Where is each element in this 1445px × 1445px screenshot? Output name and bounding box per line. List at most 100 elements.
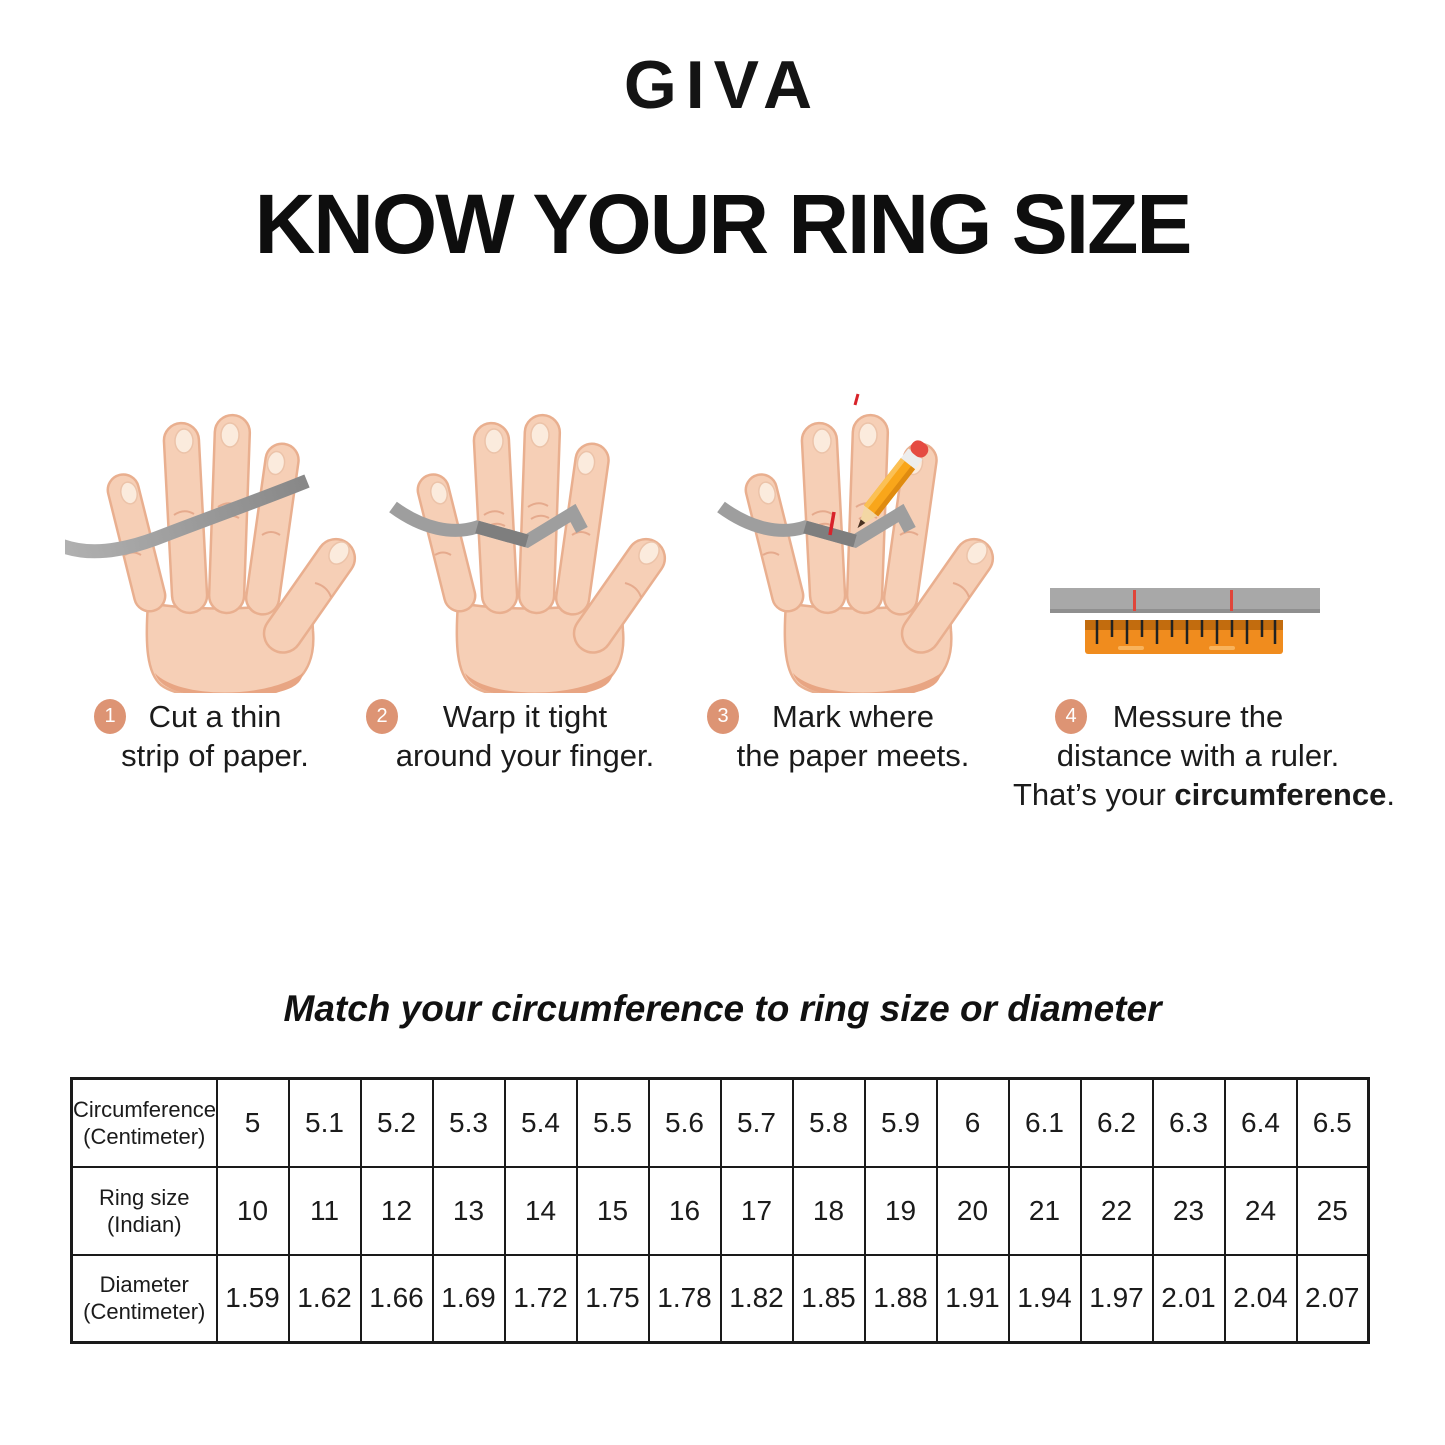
table-cell: 5.2 bbox=[359, 1077, 434, 1168]
hand-icon bbox=[415, 414, 673, 693]
step-2-line-2: around your finger. bbox=[395, 738, 655, 773]
table-cell: 1.82 bbox=[719, 1253, 794, 1344]
table-cell: 6.1 bbox=[1007, 1077, 1082, 1168]
table-cell: 23 bbox=[1151, 1165, 1226, 1256]
table-cell: 13 bbox=[431, 1165, 506, 1256]
table-cell: 19 bbox=[863, 1165, 938, 1256]
table-cell: 5.7 bbox=[719, 1077, 794, 1168]
table-cell: 10 bbox=[215, 1165, 290, 1256]
table-cell: 2.04 bbox=[1223, 1253, 1298, 1344]
step-1-line-2: strip of paper. bbox=[121, 738, 309, 773]
hand-icon bbox=[743, 414, 1001, 693]
table-cell: 5.8 bbox=[791, 1077, 866, 1168]
red-mark bbox=[1133, 590, 1136, 611]
table-cell: 16 bbox=[647, 1165, 722, 1256]
ruler-with-paper-strip-illustration bbox=[1050, 588, 1320, 654]
ruler-icon bbox=[1085, 620, 1283, 654]
row-label-ring-size: Ring size (Indian) bbox=[70, 1165, 218, 1256]
table-row-ring-size: Ring size (Indian) 10 11 12 13 14 15 16 … bbox=[70, 1165, 1370, 1256]
row-label-line-1: Circumference bbox=[73, 1096, 217, 1122]
step-2-line-1: Warp it tight bbox=[442, 699, 608, 734]
row-label-line-1: Ring size bbox=[99, 1184, 190, 1210]
row-label-line-2: (Centimeter) bbox=[83, 1123, 206, 1149]
row-label-line-2: (Centimeter) bbox=[83, 1299, 206, 1325]
ring-size-table: Circumference (Centimeter) 5 5.1 5.2 5.3… bbox=[70, 1077, 1370, 1344]
row-label-line-2: (Indian) bbox=[106, 1211, 182, 1237]
step-3-caption: 3 Mark where the paper meets. bbox=[703, 697, 1003, 775]
step-4-line-2: distance with a ruler. bbox=[1056, 738, 1340, 773]
step-4-badge: 4 bbox=[1055, 699, 1087, 734]
table-cell: 1.62 bbox=[287, 1253, 362, 1344]
step-2-caption: 2 Warp it tight around your finger. bbox=[366, 697, 675, 775]
row-label-circumference: Circumference (Centimeter) bbox=[70, 1077, 218, 1168]
table-cell: 5.6 bbox=[647, 1077, 722, 1168]
step-4-caption: 4 Messure the distance with a ruler. Tha… bbox=[1013, 697, 1395, 814]
brand-logo: GIVA bbox=[623, 47, 822, 123]
step-2-badge: 2 bbox=[366, 699, 398, 734]
step-3-line-2: the paper meets. bbox=[736, 738, 970, 773]
table-cell: 20 bbox=[935, 1165, 1010, 1256]
step-1-line-1: Cut a thin bbox=[148, 699, 282, 734]
table-cell: 1.69 bbox=[431, 1253, 506, 1344]
table-cell: 5 bbox=[215, 1077, 290, 1168]
table-cell: 1.97 bbox=[1079, 1253, 1154, 1344]
table-cell: 6.3 bbox=[1151, 1077, 1226, 1168]
step-4-line-1: Messure the bbox=[1112, 699, 1284, 734]
table-cell: 5.9 bbox=[863, 1077, 938, 1168]
step-1-caption: 1 Cut a thin strip of paper. bbox=[65, 697, 365, 775]
table-cell: 18 bbox=[791, 1165, 866, 1256]
step-3-badge: 3 bbox=[707, 699, 739, 734]
table-cell: 11 bbox=[287, 1165, 362, 1256]
table-cell: 5.1 bbox=[287, 1077, 362, 1168]
page-title: KNOW YOUR RING SIZE bbox=[254, 177, 1193, 271]
table-cell: 24 bbox=[1223, 1165, 1298, 1256]
match-heading: Match your circumference to ring size or… bbox=[283, 988, 1162, 1029]
red-mark bbox=[1230, 590, 1233, 611]
table-cell: 1.59 bbox=[215, 1253, 290, 1344]
table-cell: 17 bbox=[719, 1165, 794, 1256]
hand-icon bbox=[105, 414, 363, 693]
table-cell: 1.85 bbox=[791, 1253, 866, 1344]
step-4-line-3-bold: circumference bbox=[1174, 777, 1387, 812]
table-cell: 1.88 bbox=[863, 1253, 938, 1344]
table-cell: 2.07 bbox=[1295, 1253, 1370, 1344]
paper-strip bbox=[1050, 588, 1320, 613]
table-cell: 15 bbox=[575, 1165, 650, 1256]
pencil-icon bbox=[853, 393, 929, 529]
table-cell: 14 bbox=[503, 1165, 578, 1256]
table-cell: 1.66 bbox=[359, 1253, 434, 1344]
step-4-line-3-pre: That’s your bbox=[1013, 777, 1175, 812]
table-cell: 5.3 bbox=[431, 1077, 506, 1168]
hand-pencil-mark-illustration bbox=[717, 393, 1003, 693]
table-cell: 5.5 bbox=[575, 1077, 650, 1168]
table-row-circumference: Circumference (Centimeter) 5 5.1 5.2 5.3… bbox=[70, 1077, 1370, 1168]
table-cell: 1.91 bbox=[935, 1253, 1010, 1344]
step-3-line-1: Mark where bbox=[772, 699, 934, 734]
hand-paper-wrapped-illustration bbox=[389, 393, 675, 693]
red-mark bbox=[828, 511, 836, 536]
table-cell: 6.4 bbox=[1223, 1077, 1298, 1168]
table-cell: 6.2 bbox=[1079, 1077, 1154, 1168]
table-cell: 1.78 bbox=[647, 1253, 722, 1344]
table-cell: 1.75 bbox=[575, 1253, 650, 1344]
step-4-line-3: That’s your circumference. bbox=[1013, 775, 1395, 814]
paper-strip bbox=[65, 474, 310, 559]
table-cell: 25 bbox=[1295, 1165, 1370, 1256]
table-cell: 1.72 bbox=[503, 1253, 578, 1344]
paper-strip-fold bbox=[475, 520, 529, 548]
table-cell: 22 bbox=[1079, 1165, 1154, 1256]
table-cell: 5.4 bbox=[503, 1077, 578, 1168]
step-1-badge: 1 bbox=[94, 699, 126, 734]
row-label-diameter: Diameter (Centimeter) bbox=[70, 1253, 218, 1344]
table-cell: 2.01 bbox=[1151, 1253, 1226, 1344]
table-cell: 21 bbox=[1007, 1165, 1082, 1256]
table-cell: 12 bbox=[359, 1165, 434, 1256]
table-cell: 1.94 bbox=[1007, 1253, 1082, 1344]
table-cell: 6 bbox=[935, 1077, 1010, 1168]
table-row-diameter: Diameter (Centimeter) 1.59 1.62 1.66 1.6… bbox=[70, 1253, 1370, 1344]
hand-with-paper-strip-illustration bbox=[65, 393, 365, 693]
row-label-line-1: Diameter bbox=[99, 1272, 189, 1298]
table-cell: 6.5 bbox=[1295, 1077, 1370, 1168]
step-4-line-3-post: . bbox=[1386, 777, 1395, 812]
